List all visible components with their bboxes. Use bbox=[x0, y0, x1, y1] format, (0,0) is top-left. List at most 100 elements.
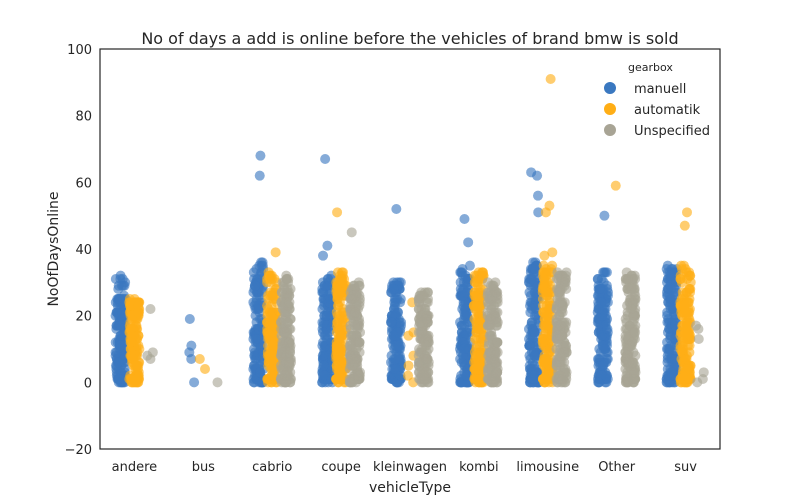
data-point bbox=[115, 340, 126, 351]
data-point bbox=[492, 337, 503, 348]
data-point bbox=[126, 374, 137, 384]
data-point bbox=[682, 327, 693, 338]
data-point bbox=[599, 210, 610, 221]
data-point bbox=[538, 307, 549, 318]
data-point bbox=[679, 307, 690, 318]
data-point bbox=[110, 274, 121, 284]
data-point bbox=[354, 300, 365, 311]
data-point bbox=[282, 367, 293, 378]
x-tick-label: suv bbox=[674, 460, 697, 475]
data-point bbox=[282, 317, 293, 328]
data-point bbox=[337, 277, 348, 288]
data-point bbox=[390, 364, 401, 374]
data-point bbox=[318, 360, 329, 371]
data-point bbox=[529, 264, 540, 274]
data-point bbox=[682, 207, 693, 218]
y-axis-label: NoOfDaysOnline bbox=[46, 191, 62, 306]
data-point bbox=[458, 344, 469, 354]
data-point bbox=[388, 284, 399, 294]
data-point bbox=[255, 367, 266, 378]
data-point bbox=[539, 250, 550, 261]
data-point bbox=[547, 247, 558, 258]
data-point bbox=[334, 324, 345, 334]
data-point bbox=[421, 354, 432, 364]
data-point bbox=[346, 294, 357, 304]
data-point bbox=[349, 280, 360, 291]
legend-marker bbox=[604, 82, 616, 94]
data-point bbox=[593, 304, 604, 314]
y-tick-label: 20 bbox=[75, 310, 92, 325]
data-point bbox=[282, 307, 293, 318]
y-tick-label: 0 bbox=[84, 376, 92, 391]
data-point bbox=[345, 377, 356, 388]
data-point bbox=[668, 307, 679, 318]
data-point bbox=[622, 300, 633, 311]
data-point bbox=[553, 274, 564, 284]
data-point bbox=[268, 340, 279, 351]
data-point bbox=[133, 300, 144, 311]
data-point bbox=[347, 354, 358, 364]
x-tick-label: limousine bbox=[516, 460, 579, 475]
data-point bbox=[186, 340, 197, 351]
data-point bbox=[147, 347, 158, 358]
data-point bbox=[333, 367, 344, 378]
data-point bbox=[346, 227, 357, 238]
data-point bbox=[131, 360, 142, 371]
data-point bbox=[457, 290, 468, 301]
data-point bbox=[593, 377, 604, 388]
data-point bbox=[403, 360, 414, 371]
data-point bbox=[630, 327, 641, 338]
data-point bbox=[464, 260, 475, 271]
data-point bbox=[388, 330, 399, 341]
data-point bbox=[403, 370, 414, 381]
data-point bbox=[265, 290, 276, 301]
data-point bbox=[251, 304, 262, 314]
data-point bbox=[318, 250, 329, 261]
data-point bbox=[278, 327, 289, 338]
data-point bbox=[255, 150, 266, 161]
data-point bbox=[386, 317, 397, 328]
data-point bbox=[331, 307, 342, 318]
data-point bbox=[332, 207, 343, 218]
data-point bbox=[554, 287, 565, 298]
data-point bbox=[538, 260, 549, 271]
data-point bbox=[533, 207, 544, 218]
data-point bbox=[457, 270, 468, 281]
data-point bbox=[317, 327, 328, 338]
data-point bbox=[346, 344, 357, 354]
data-point bbox=[664, 344, 675, 354]
data-point bbox=[112, 357, 123, 368]
data-point bbox=[691, 320, 702, 331]
data-point bbox=[184, 314, 195, 324]
legend-label: automatik bbox=[634, 103, 701, 118]
data-point bbox=[320, 154, 331, 164]
x-tick-label: andere bbox=[112, 460, 158, 475]
data-point bbox=[459, 214, 470, 224]
data-point bbox=[555, 330, 566, 341]
data-point bbox=[610, 180, 621, 191]
data-point bbox=[415, 290, 426, 301]
data-point bbox=[336, 347, 347, 358]
data-point bbox=[626, 284, 637, 294]
data-point bbox=[456, 357, 467, 368]
data-point bbox=[270, 247, 281, 258]
data-point bbox=[337, 267, 348, 278]
x-tick-label: cabrio bbox=[252, 460, 292, 475]
data-point bbox=[463, 237, 474, 248]
data-point bbox=[250, 280, 261, 291]
data-point bbox=[529, 350, 540, 361]
x-tick-label: bus bbox=[192, 460, 215, 475]
legend: gearbox manuell automatik Unspecified bbox=[604, 61, 710, 139]
data-point bbox=[113, 374, 124, 384]
data-point bbox=[354, 370, 365, 381]
data-point bbox=[560, 364, 571, 374]
data-point bbox=[693, 334, 704, 344]
data-point bbox=[599, 344, 610, 354]
data-point bbox=[395, 294, 406, 304]
data-point bbox=[194, 354, 205, 364]
legend-marker bbox=[604, 103, 616, 115]
data-point bbox=[474, 340, 485, 351]
data-point bbox=[251, 334, 262, 344]
data-point bbox=[529, 310, 540, 321]
data-point bbox=[623, 357, 634, 368]
